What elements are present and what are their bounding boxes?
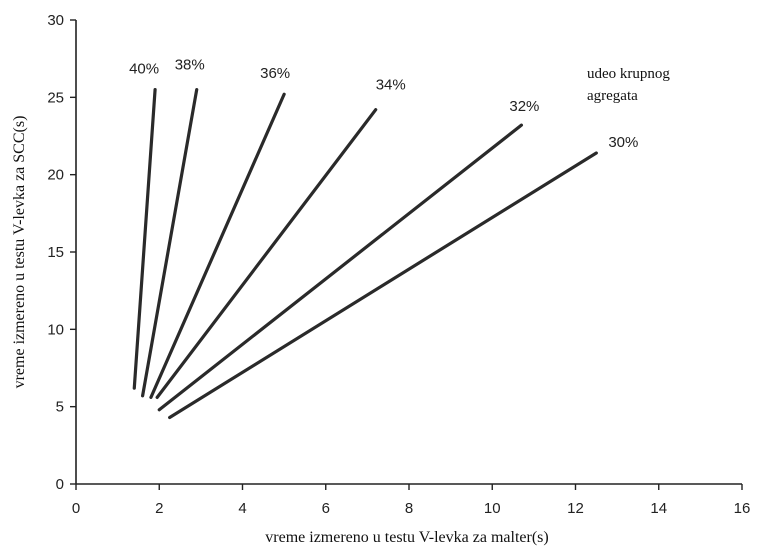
x-tick-label: 2 — [155, 500, 163, 517]
series-line-34pct — [155, 108, 378, 399]
series-line-40pct — [132, 87, 157, 390]
series-label: 40% — [129, 61, 159, 78]
x-tick-label: 8 — [405, 500, 413, 517]
y-tick-label: 20 — [47, 167, 64, 184]
series-label: 34% — [376, 77, 406, 94]
x-axis-title: vreme izmereno u testu V-levka za malter… — [265, 529, 548, 546]
x-tick-label: 12 — [567, 500, 584, 517]
series-line-38pct — [141, 87, 199, 398]
series-line-36pct — [149, 92, 286, 399]
series-label: 32% — [509, 98, 539, 115]
y-axis-title: vreme izmereno u testu V-levka za SCC(s) — [11, 116, 28, 389]
x-tick-label: 10 — [484, 500, 501, 517]
y-tick-label: 25 — [47, 89, 64, 106]
x-axis-ticks: 0 2 4 6 8 10 12 14 16 — [72, 484, 751, 517]
x-tick-label: 0 — [72, 500, 80, 517]
series-label: 30% — [608, 134, 638, 151]
x-tick-label: 6 — [322, 500, 330, 517]
series-label: 36% — [260, 65, 290, 82]
y-tick-label: 5 — [56, 399, 64, 416]
x-tick-label: 16 — [734, 500, 751, 517]
y-tick-label: 15 — [47, 244, 64, 261]
series-label: 38% — [175, 57, 205, 74]
series-labels: 40% 38% 36% 34% 32% 30% — [129, 57, 638, 151]
series-line-30pct — [168, 151, 598, 420]
x-tick-label: 14 — [650, 500, 667, 517]
y-tick-label: 30 — [47, 12, 64, 29]
x-tick-label: 4 — [238, 500, 246, 517]
y-axis-ticks: 0 5 10 15 20 25 30 — [47, 12, 76, 493]
y-tick-label: 10 — [47, 321, 64, 338]
series-line-32pct — [157, 123, 523, 412]
legend-title-line-2: agregata — [587, 88, 638, 104]
series-lines — [132, 87, 598, 420]
y-tick-label: 0 — [56, 476, 64, 493]
legend-title-line-1: udeo krupnog — [587, 66, 670, 82]
